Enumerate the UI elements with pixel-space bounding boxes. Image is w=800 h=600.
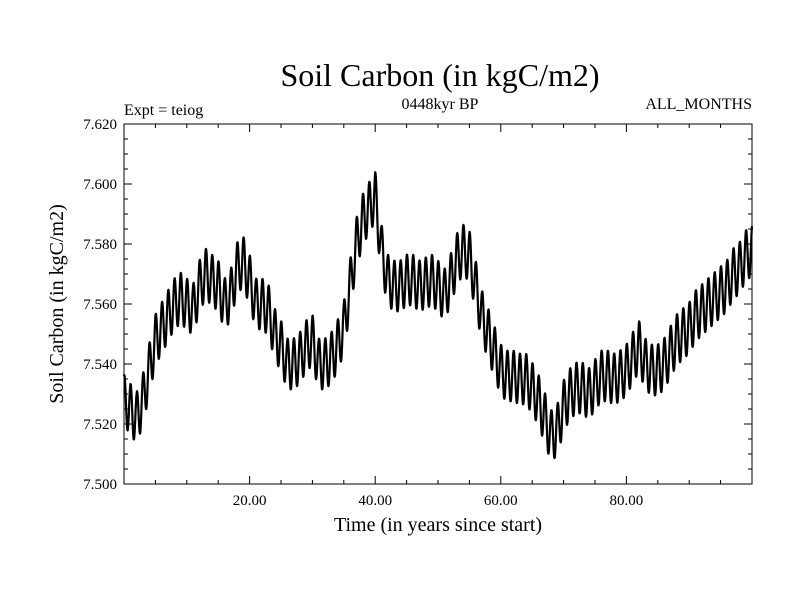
y-tick-label: 7.540 <box>83 357 117 373</box>
y-axis-label: Soil Carbon (in kgC/m2) <box>46 204 68 403</box>
y-axis-ticks: 7.500 7.520 7.540 7.560 7.580 7.600 7.620 <box>83 117 752 493</box>
x-tick-label: 60.00 <box>484 493 518 509</box>
x-axis-label: Time (in years since start) <box>334 514 542 536</box>
x-tick-label: 80.00 <box>610 493 644 509</box>
y-tick-label: 7.600 <box>83 177 117 193</box>
y-tick-label: 7.620 <box>83 117 117 133</box>
months-label: ALL_MONTHS <box>645 96 752 113</box>
y-tick-label: 7.580 <box>83 237 117 253</box>
series-line-soil-carbon <box>122 171 754 460</box>
experiment-label: Expt = teiog <box>124 102 203 119</box>
y-tick-label: 7.500 <box>83 477 117 493</box>
x-tick-label: 20.00 <box>233 493 267 509</box>
period-label: 0448kyr BP <box>402 96 479 113</box>
x-axis-ticks: 20.00 40.00 60.00 80.00 <box>154 124 722 509</box>
chart-title: Soil Carbon (in kgC/m2) <box>280 57 599 93</box>
plot-frame <box>123 123 753 485</box>
y-tick-label: 7.560 <box>83 297 117 313</box>
y-tick-label: 7.520 <box>83 417 117 433</box>
x-tick-label: 40.00 <box>358 493 392 509</box>
